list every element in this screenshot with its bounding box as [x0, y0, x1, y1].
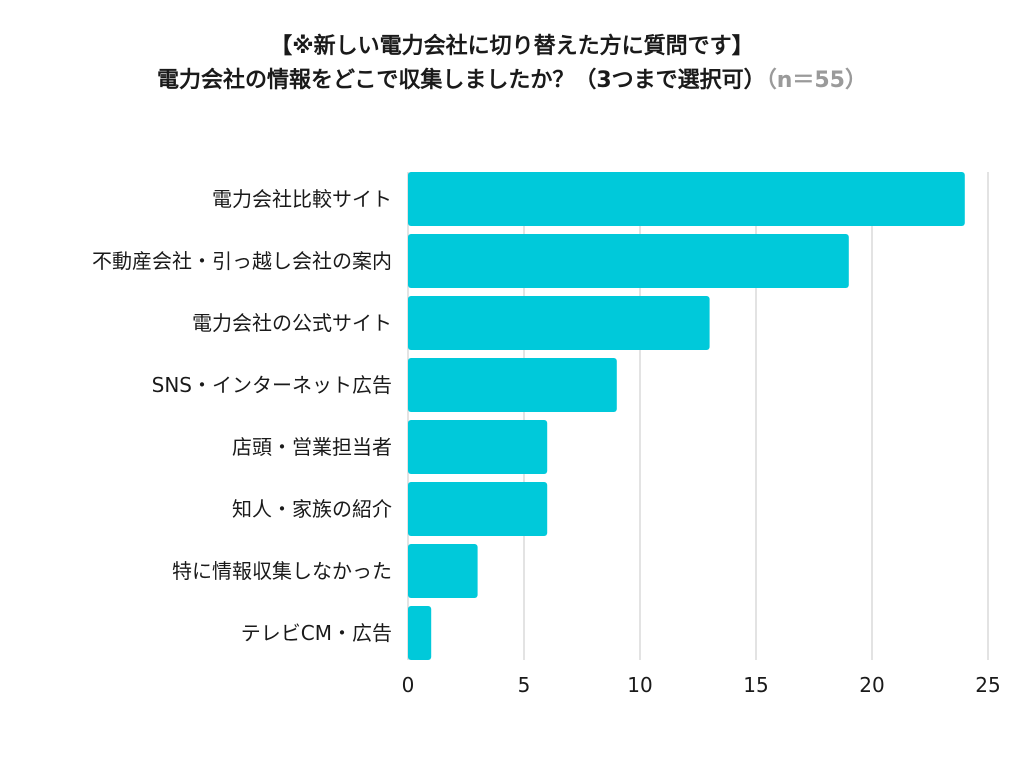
bar-1 — [408, 234, 849, 288]
category-label: 特に情報収集しなかった — [172, 559, 392, 583]
bar-7 — [408, 606, 432, 660]
bar-6 — [408, 544, 478, 598]
chart-title-question: 電力会社の情報をどこで収集しましたか？（3つまで選択可） — [157, 68, 766, 93]
x-tick-label: 5 — [518, 673, 531, 697]
x-tick-label: 25 — [975, 673, 1000, 697]
bar-layer — [408, 172, 965, 660]
bar-0 — [408, 172, 965, 226]
x-axis-tick-layer: 0 5 10 15 20 25 — [402, 673, 1001, 697]
bar-4 — [408, 420, 548, 474]
chart-title-line1: 【※新しい電力会社に切り替えた方に質問です】 — [270, 34, 754, 59]
category-label: 店頭・営業担当者 — [232, 435, 392, 459]
category-label: 電力会社比較サイト — [212, 187, 392, 211]
x-tick-label: 0 — [402, 673, 415, 697]
category-label: 不動産会社・引っ越し会社の案内 — [92, 249, 392, 273]
bar-2 — [408, 296, 710, 350]
x-tick-label: 20 — [859, 673, 884, 697]
category-label: 知人・家族の紹介 — [232, 497, 392, 521]
category-label: テレビCM・広告 — [241, 621, 392, 645]
bar-5 — [408, 482, 548, 536]
x-tick-label: 10 — [627, 673, 652, 697]
sample-size-note: （n＝55） — [765, 68, 867, 93]
chart-title-line2: 電力会社の情報をどこで収集しましたか？（3つまで選択可）（n＝55） — [0, 64, 1024, 98]
chart-title: 【※新しい電力会社に切り替えた方に質問です】 電力会社の情報をどこで収集しました… — [0, 30, 1024, 98]
category-label: 電力会社の公式サイト — [192, 311, 392, 335]
category-label: SNS・インターネット広告 — [152, 373, 392, 397]
x-tick-label: 15 — [743, 673, 768, 697]
bar-3 — [408, 358, 617, 412]
